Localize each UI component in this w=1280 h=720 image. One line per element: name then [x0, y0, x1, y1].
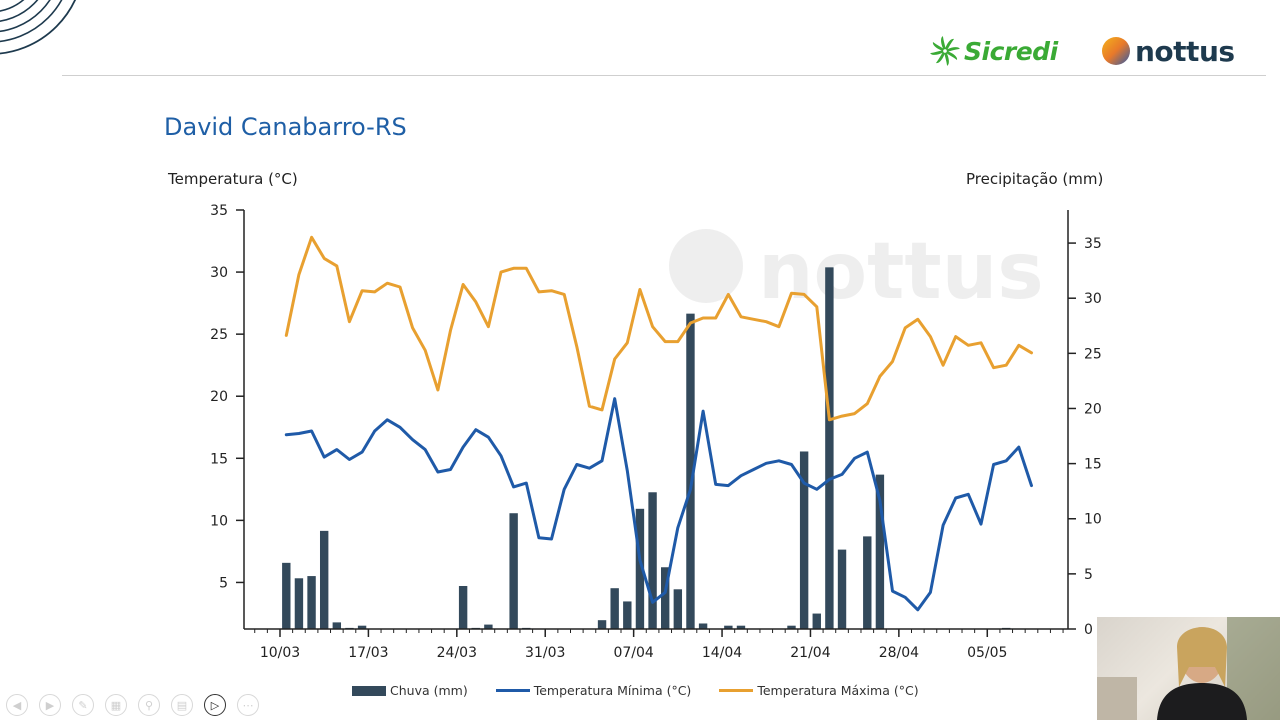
pen-icon[interactable]: ✎ [72, 694, 94, 716]
left-tick-label: 25 [210, 327, 228, 343]
left-axis-title: Temperatura (°C) [168, 170, 298, 188]
nottus-sphere-icon [1102, 37, 1130, 65]
right-tick-label: 20 [1084, 401, 1102, 417]
rain-bar [597, 620, 607, 629]
rain-bar [837, 549, 847, 629]
legend-item-chuva: Chuva (mm) [352, 683, 468, 698]
sicredi-pinwheel-icon [930, 36, 960, 66]
rain-bar [661, 567, 670, 629]
rain-bar [294, 578, 304, 629]
legend-label-tmax: Temperatura Máxima (°C) [757, 683, 919, 698]
zoom-icon[interactable]: ⚲ [138, 694, 160, 716]
x-tick-label: 07/04 [613, 645, 653, 661]
watermark-text: nottus [758, 227, 1044, 317]
rain-bar [724, 625, 733, 629]
right-axis-title: Precipitação (mm) [966, 170, 1104, 188]
rain-bar [825, 267, 834, 629]
rain-bar [484, 624, 493, 629]
rain-bar [875, 474, 885, 629]
legend-item-tmin: Temperatura Mínima (°C) [495, 683, 692, 698]
left-tick-label: 35 [210, 203, 228, 219]
temperature-min-line [284, 397, 1033, 612]
left-tick-label: 20 [210, 389, 228, 405]
right-tick-label: 25 [1084, 346, 1102, 362]
x-tick-label: 10/03 [260, 645, 300, 661]
more-icon[interactable]: ⋯ [237, 694, 259, 716]
right-tick-label: 0 [1084, 622, 1093, 638]
x-tick-label: 05/05 [967, 645, 1007, 661]
sicredi-logo-text: Sicredi [964, 36, 1058, 66]
nottus-logo-text: nottus [1135, 34, 1235, 68]
sicredi-logo: Sicredi [930, 34, 1058, 68]
rain-bar [673, 589, 683, 629]
legend-item-tmax: Temperatura Máxima (°C) [719, 683, 919, 698]
legend-label-tmin: Temperatura Mínima (°C) [533, 683, 692, 698]
slide-title: David Canabarro-RS [164, 113, 407, 141]
rain-bar [282, 562, 291, 629]
rain-bar [357, 625, 367, 629]
left-tick-label: 15 [210, 451, 228, 467]
x-tick-label: 28/04 [879, 645, 919, 661]
slides-icon[interactable]: ▦ [105, 694, 127, 716]
legend-swatch-tmax [719, 689, 754, 692]
header-divider [62, 75, 1266, 76]
right-tick-label: 30 [1084, 291, 1102, 307]
nottus-watermark: nottus [669, 227, 1044, 317]
presentation-toolbar: ◀ ▶ ✎ ▦ ⚲ ▤ ▷ ⋯ [6, 694, 270, 716]
x-tick-label: 14/04 [702, 645, 742, 661]
rain-bar [698, 623, 708, 629]
presenter-silhouette [1097, 617, 1280, 720]
rain-bar [648, 492, 657, 629]
rain-bar [736, 625, 746, 629]
legend-label-chuva: Chuva (mm) [390, 683, 468, 698]
x-tick-label: 21/04 [790, 645, 830, 661]
rain-bar [610, 588, 619, 629]
camera-icon[interactable]: ▷ [204, 694, 226, 716]
rain-bar [623, 601, 632, 629]
nottus-logo: nottus [1100, 32, 1235, 70]
rain-bar [812, 613, 821, 629]
rain-bar [799, 451, 809, 629]
left-tick-label: 10 [210, 513, 228, 529]
x-tick-label: 31/03 [525, 645, 565, 661]
prev-icon[interactable]: ◀ [6, 694, 28, 716]
right-tick-label: 5 [1084, 567, 1093, 583]
x-tick-label: 17/03 [348, 645, 388, 661]
subtitles-icon[interactable]: ▤ [171, 694, 193, 716]
rain-bar [686, 313, 695, 629]
chart-legend: Chuva (mm) Temperatura Mínima (°C) Tempe… [352, 683, 947, 698]
rain-bar [458, 585, 468, 629]
rain-bar [863, 536, 872, 629]
rain-bar [787, 625, 796, 629]
presenter-webcam [1097, 617, 1280, 720]
right-tick-label: 10 [1084, 512, 1102, 528]
right-tick-label: 35 [1084, 236, 1102, 252]
left-tick-label: 30 [210, 265, 228, 281]
rain-bar [319, 530, 329, 629]
x-tick-label: 24/03 [437, 645, 477, 661]
temperature-max-line [284, 235, 1033, 422]
rain-bar [332, 622, 342, 629]
legend-swatch-tmin [495, 689, 530, 692]
right-tick-label: 15 [1084, 457, 1102, 473]
next-icon[interactable]: ▶ [39, 694, 61, 716]
rain-bar [307, 576, 316, 629]
rain-bar [635, 508, 645, 629]
rain-bar [509, 513, 518, 629]
legend-swatch-chuva [352, 685, 386, 696]
left-tick-label: 5 [219, 575, 228, 591]
